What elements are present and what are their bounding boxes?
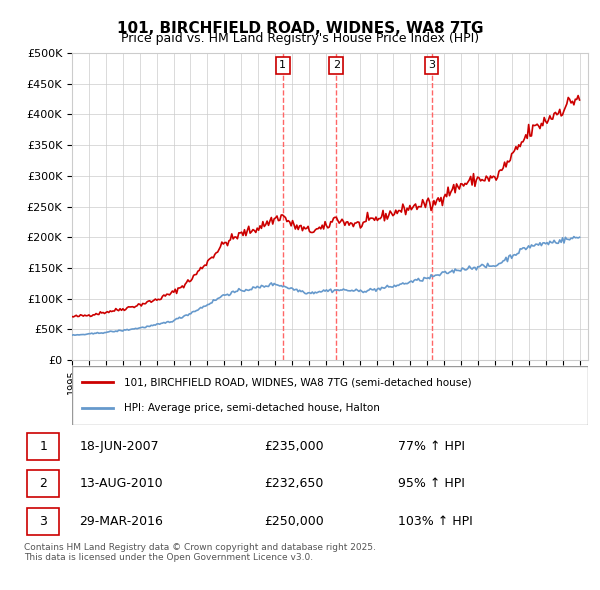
FancyBboxPatch shape xyxy=(28,470,59,497)
Text: 77% ↑ HPI: 77% ↑ HPI xyxy=(398,440,464,453)
FancyBboxPatch shape xyxy=(28,508,59,535)
Text: 1: 1 xyxy=(279,60,286,70)
Text: 2: 2 xyxy=(40,477,47,490)
Text: 101, BIRCHFIELD ROAD, WIDNES, WA8 7TG (semi-detached house): 101, BIRCHFIELD ROAD, WIDNES, WA8 7TG (s… xyxy=(124,378,471,387)
Text: £250,000: £250,000 xyxy=(265,514,324,527)
Text: 29-MAR-2016: 29-MAR-2016 xyxy=(79,514,163,527)
Text: 103% ↑ HPI: 103% ↑ HPI xyxy=(398,514,472,527)
Text: 3: 3 xyxy=(428,60,435,70)
Text: 13-AUG-2010: 13-AUG-2010 xyxy=(79,477,163,490)
Text: Contains HM Land Registry data © Crown copyright and database right 2025.
This d: Contains HM Land Registry data © Crown c… xyxy=(24,543,376,562)
Text: 95% ↑ HPI: 95% ↑ HPI xyxy=(398,477,464,490)
Text: 3: 3 xyxy=(40,514,47,527)
Text: Price paid vs. HM Land Registry's House Price Index (HPI): Price paid vs. HM Land Registry's House … xyxy=(121,32,479,45)
Text: 1: 1 xyxy=(40,440,47,453)
Text: HPI: Average price, semi-detached house, Halton: HPI: Average price, semi-detached house,… xyxy=(124,404,379,413)
Text: £232,650: £232,650 xyxy=(265,477,324,490)
FancyBboxPatch shape xyxy=(72,366,588,425)
FancyBboxPatch shape xyxy=(28,433,59,460)
Text: £235,000: £235,000 xyxy=(265,440,324,453)
Text: 2: 2 xyxy=(332,60,340,70)
Text: 101, BIRCHFIELD ROAD, WIDNES, WA8 7TG: 101, BIRCHFIELD ROAD, WIDNES, WA8 7TG xyxy=(117,21,483,35)
Text: 18-JUN-2007: 18-JUN-2007 xyxy=(79,440,159,453)
